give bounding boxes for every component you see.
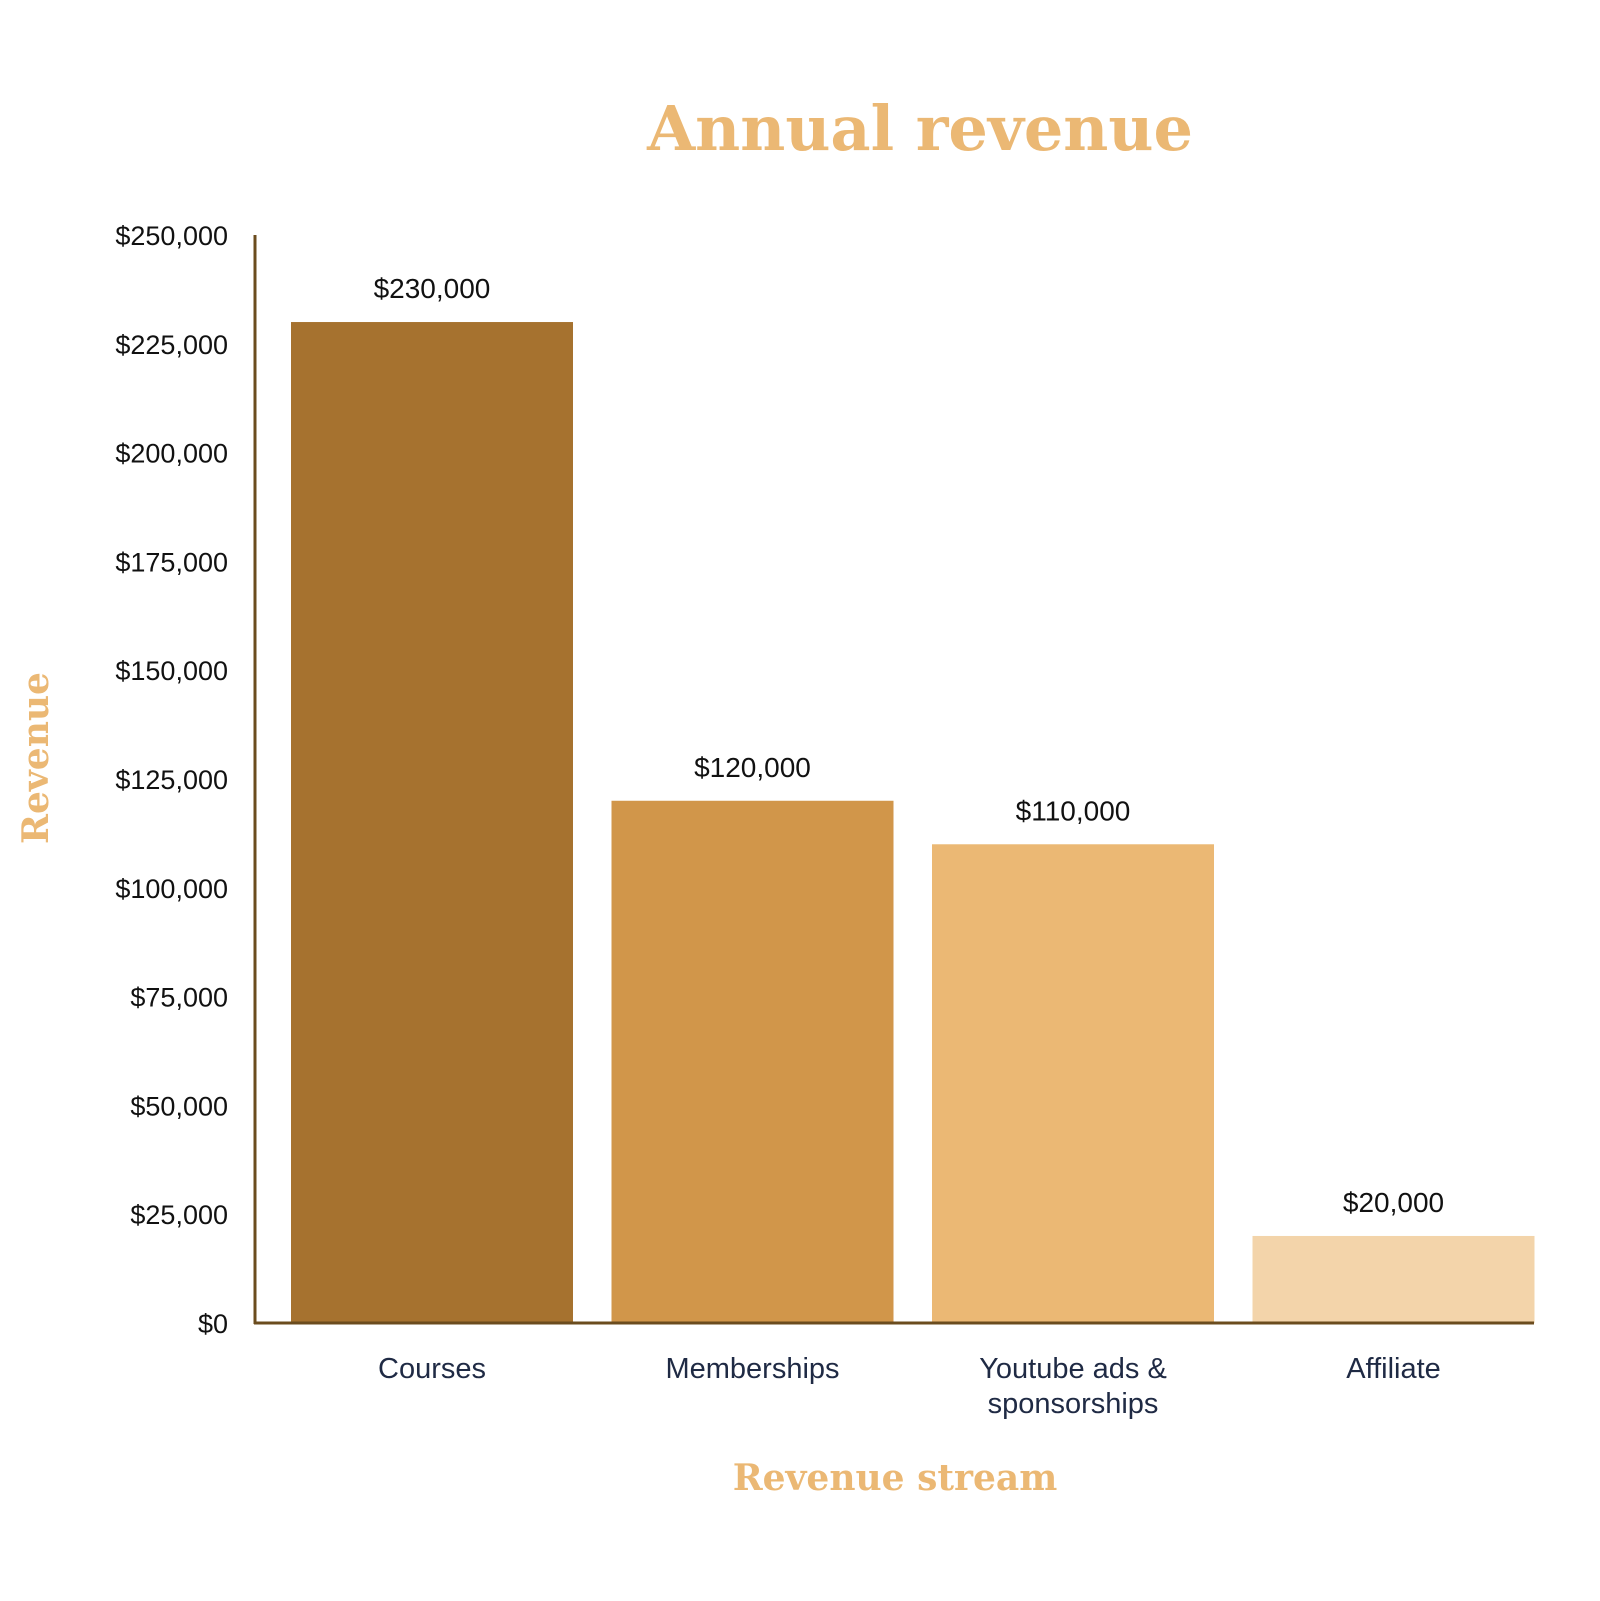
y-tick-label: $225,000 bbox=[115, 330, 228, 360]
y-tick-label: $125,000 bbox=[115, 765, 228, 795]
bar bbox=[291, 322, 573, 1323]
y-tick-label: $250,000 bbox=[115, 221, 228, 251]
bar-value-label: $20,000 bbox=[1343, 1187, 1444, 1218]
y-tick-label: $25,000 bbox=[130, 1200, 228, 1230]
bar bbox=[932, 844, 1214, 1323]
chart-title: Annual revenue bbox=[646, 92, 1193, 165]
x-tick-label: Memberships bbox=[665, 1353, 839, 1385]
y-tick-label: $150,000 bbox=[115, 656, 228, 686]
y-tick-label: $50,000 bbox=[130, 1091, 228, 1121]
x-tick-label: Youtube ads & bbox=[979, 1353, 1167, 1385]
x-tick-label: Courses bbox=[378, 1353, 486, 1385]
x-axis-label: Revenue stream bbox=[733, 1457, 1058, 1499]
y-tick-label: $75,000 bbox=[130, 983, 228, 1013]
x-tick-label: sponsorships bbox=[988, 1388, 1159, 1420]
bar bbox=[611, 800, 894, 1323]
y-tick-label: $200,000 bbox=[115, 439, 228, 469]
y-axis-label: Revenue bbox=[15, 672, 57, 844]
bar-value-label: $120,000 bbox=[694, 752, 811, 783]
bar bbox=[1252, 1235, 1535, 1323]
y-tick-label: $100,000 bbox=[115, 874, 228, 904]
y-tick-label: $175,000 bbox=[115, 547, 228, 577]
x-tick-label: Affiliate bbox=[1346, 1353, 1441, 1385]
y-tick-label: $0 bbox=[198, 1309, 228, 1339]
bar-value-label: $230,000 bbox=[374, 273, 491, 304]
bar-value-label: $110,000 bbox=[1016, 795, 1131, 826]
